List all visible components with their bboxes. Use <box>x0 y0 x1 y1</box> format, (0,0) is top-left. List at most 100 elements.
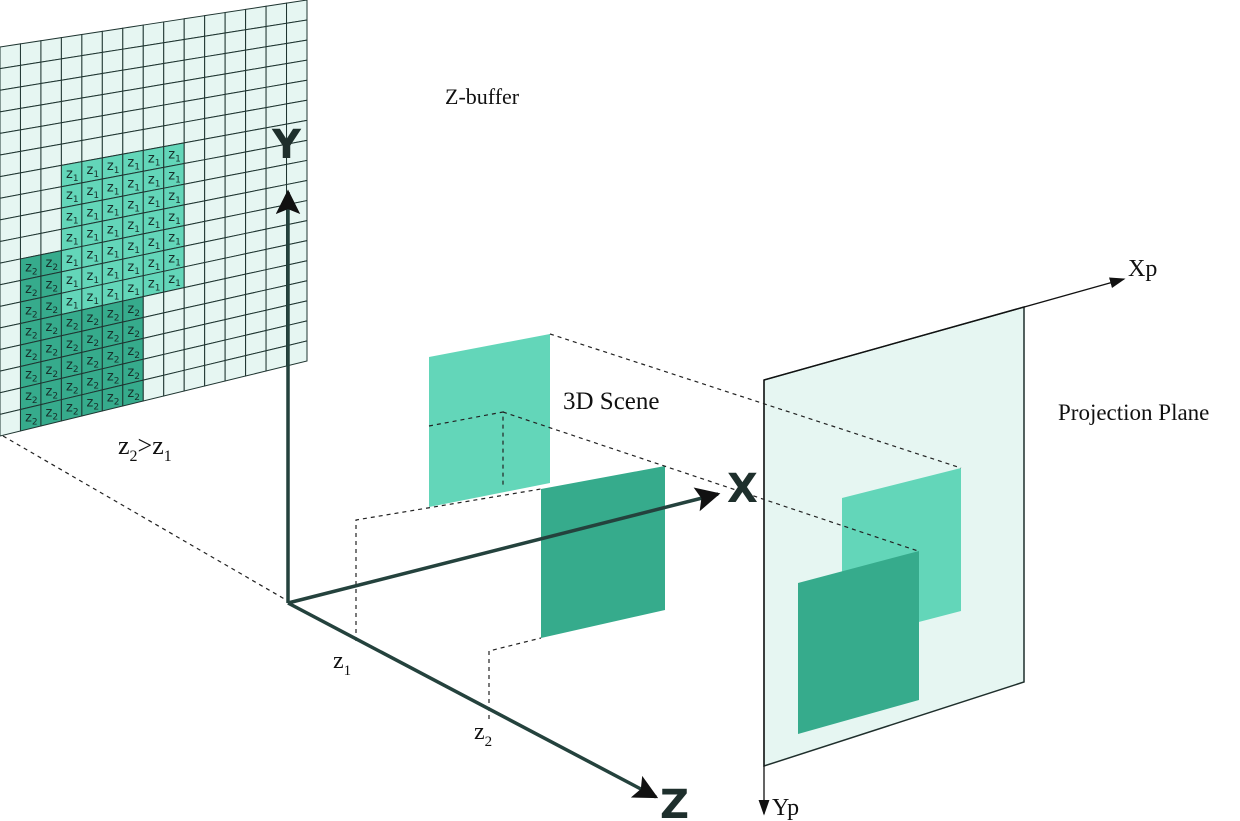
zbuffer-cell <box>183 97 206 123</box>
zbuffer-cell <box>40 58 62 85</box>
scene-near-square <box>429 334 550 507</box>
zbuffer-cell-depth: z2 <box>25 368 38 385</box>
zbuffer-cell <box>204 359 226 387</box>
zbuffer-cell <box>183 56 206 82</box>
zbuffer-cell-depth: z1 <box>127 281 140 298</box>
zbuffer-cell <box>0 172 21 199</box>
zbuffer-cell-depth: z1 <box>127 239 140 256</box>
zbuffer-cell <box>142 62 165 89</box>
y-axis-label: Y <box>271 122 302 168</box>
zbuffer-cell-depth: z1 <box>107 159 120 176</box>
projected-far-square <box>798 551 919 734</box>
zbuffer-cell <box>101 48 124 75</box>
zbuffer-cell <box>286 19 308 45</box>
zbuffer-cell-depth: z1 <box>87 290 100 307</box>
zbuffer-cell-depth: z1 <box>148 172 161 189</box>
zbuffer-cell-depth: z2 <box>107 370 120 387</box>
zbuffer-cell <box>204 93 226 120</box>
projection-guides <box>2 333 962 719</box>
zbuffer-cell-depth: z2 <box>107 349 120 366</box>
depth-z2-label: z2 <box>474 719 492 750</box>
zbuffer-cell-depth: z2 <box>46 320 59 337</box>
zbuffer-cell <box>122 45 144 71</box>
zbuffer-cell-depth: z1 <box>148 193 161 210</box>
zbuffer-cell-depth: z2 <box>25 282 38 299</box>
zbuffer-cell-depth: z1 <box>127 155 140 172</box>
zbuffer-cell-depth: z1 <box>148 235 161 252</box>
zbuffer-cell-depth: z2 <box>25 303 38 320</box>
zbuffer-cell-depth: z1 <box>107 222 120 239</box>
zbuffer-cell <box>163 80 185 106</box>
zbuffer-cell <box>204 11 226 37</box>
xp-axis-label: Xp <box>1128 256 1157 282</box>
projection-plane-title: Projection Plane <box>1058 400 1209 425</box>
zbuffer-cell <box>163 100 185 127</box>
zbuffer-cell <box>60 139 83 167</box>
zbuffer-cell <box>224 8 247 34</box>
zbuffer-cell <box>142 83 165 110</box>
zbuffer-cell-depth: z1 <box>107 286 120 303</box>
zbuffer-cell <box>0 408 21 437</box>
zbuffer-cell-depth: z1 <box>148 214 161 231</box>
zbuffer-cell <box>286 59 308 85</box>
zbuffer-cell-depth: z1 <box>66 294 79 311</box>
x-axis <box>287 487 721 605</box>
zbuffer-cell <box>163 38 185 65</box>
zbuffer-cell-depth: z1 <box>148 277 161 294</box>
scene-far-square <box>541 466 665 638</box>
zbuffer-cell-depth: z2 <box>127 302 140 319</box>
zbuffer-cell-depth: z1 <box>168 272 181 289</box>
zbuffer-cell-depth: z1 <box>107 201 120 218</box>
zbuffer-cell <box>224 354 247 382</box>
zbuffer-cell <box>19 82 42 109</box>
zbuffer-cell-depth: z2 <box>25 411 38 428</box>
zbuffer-cell <box>122 24 144 50</box>
z-axis <box>287 601 659 799</box>
zbuffer-cell-depth: z1 <box>127 176 140 193</box>
zbuffer-cell <box>60 118 83 145</box>
depth-z1-label: z1 <box>333 648 351 679</box>
zbuffer-cell <box>81 30 103 57</box>
zbuffer-cell-depth: z2 <box>127 344 140 361</box>
zbuffer-cell-depth: z2 <box>87 332 100 349</box>
zbuffer-cell-depth: z2 <box>25 389 38 406</box>
zbuffer-cell <box>204 32 226 58</box>
zbuffer-cell-depth: z2 <box>46 256 59 273</box>
zbuffer-cell-depth: z1 <box>87 227 100 244</box>
zbuffer-cell <box>265 63 288 88</box>
zbuffer-cell-depth: z2 <box>46 299 59 316</box>
zbuffer-cell <box>163 369 185 397</box>
zbuffer-cell-depth: z2 <box>87 396 100 413</box>
zbuffer-cell <box>245 66 267 92</box>
zbuffer-cell <box>19 125 42 153</box>
zbuffer-cell <box>265 22 288 48</box>
x-axis-label: X <box>727 466 758 512</box>
zbuffer-cell <box>183 35 206 61</box>
zbuffer-cell <box>122 87 144 113</box>
zbuffer-cell <box>19 40 42 66</box>
zbuffer-cell-depth: z2 <box>87 353 100 370</box>
zbuffer-cell-depth: z1 <box>168 251 181 268</box>
zbuffer-cell <box>101 132 124 159</box>
zbuffer-cell-depth: z2 <box>66 401 79 418</box>
zbuffer-cell <box>101 69 124 96</box>
zbuffer-cell <box>224 29 247 55</box>
zbuffer-cell-depth: z2 <box>66 379 79 396</box>
zbuffer-cell <box>286 39 308 65</box>
zbuffer-cell <box>0 129 21 156</box>
zbuffer-cell-depth: z1 <box>87 248 100 265</box>
zbuffer-cell <box>183 76 206 103</box>
zbuffer-cell <box>204 52 226 78</box>
zbuffer-cell <box>286 0 308 24</box>
z-axis-label: Z <box>660 782 689 821</box>
zbuffer-cell <box>101 27 124 54</box>
zbuffer-cell <box>81 51 103 78</box>
zbuffer-cell-depth: z1 <box>148 256 161 273</box>
zbuffer-cell-depth: z2 <box>25 346 38 363</box>
zbuffer-cell-depth: z1 <box>66 209 79 226</box>
zbuffer-cell-depth: z1 <box>87 269 100 286</box>
zbuffer-cell <box>163 18 185 44</box>
zbuffer-cell-depth: z2 <box>46 384 59 401</box>
zbuffer-cell-depth: z1 <box>127 197 140 214</box>
zbuffer-cell <box>60 76 83 103</box>
